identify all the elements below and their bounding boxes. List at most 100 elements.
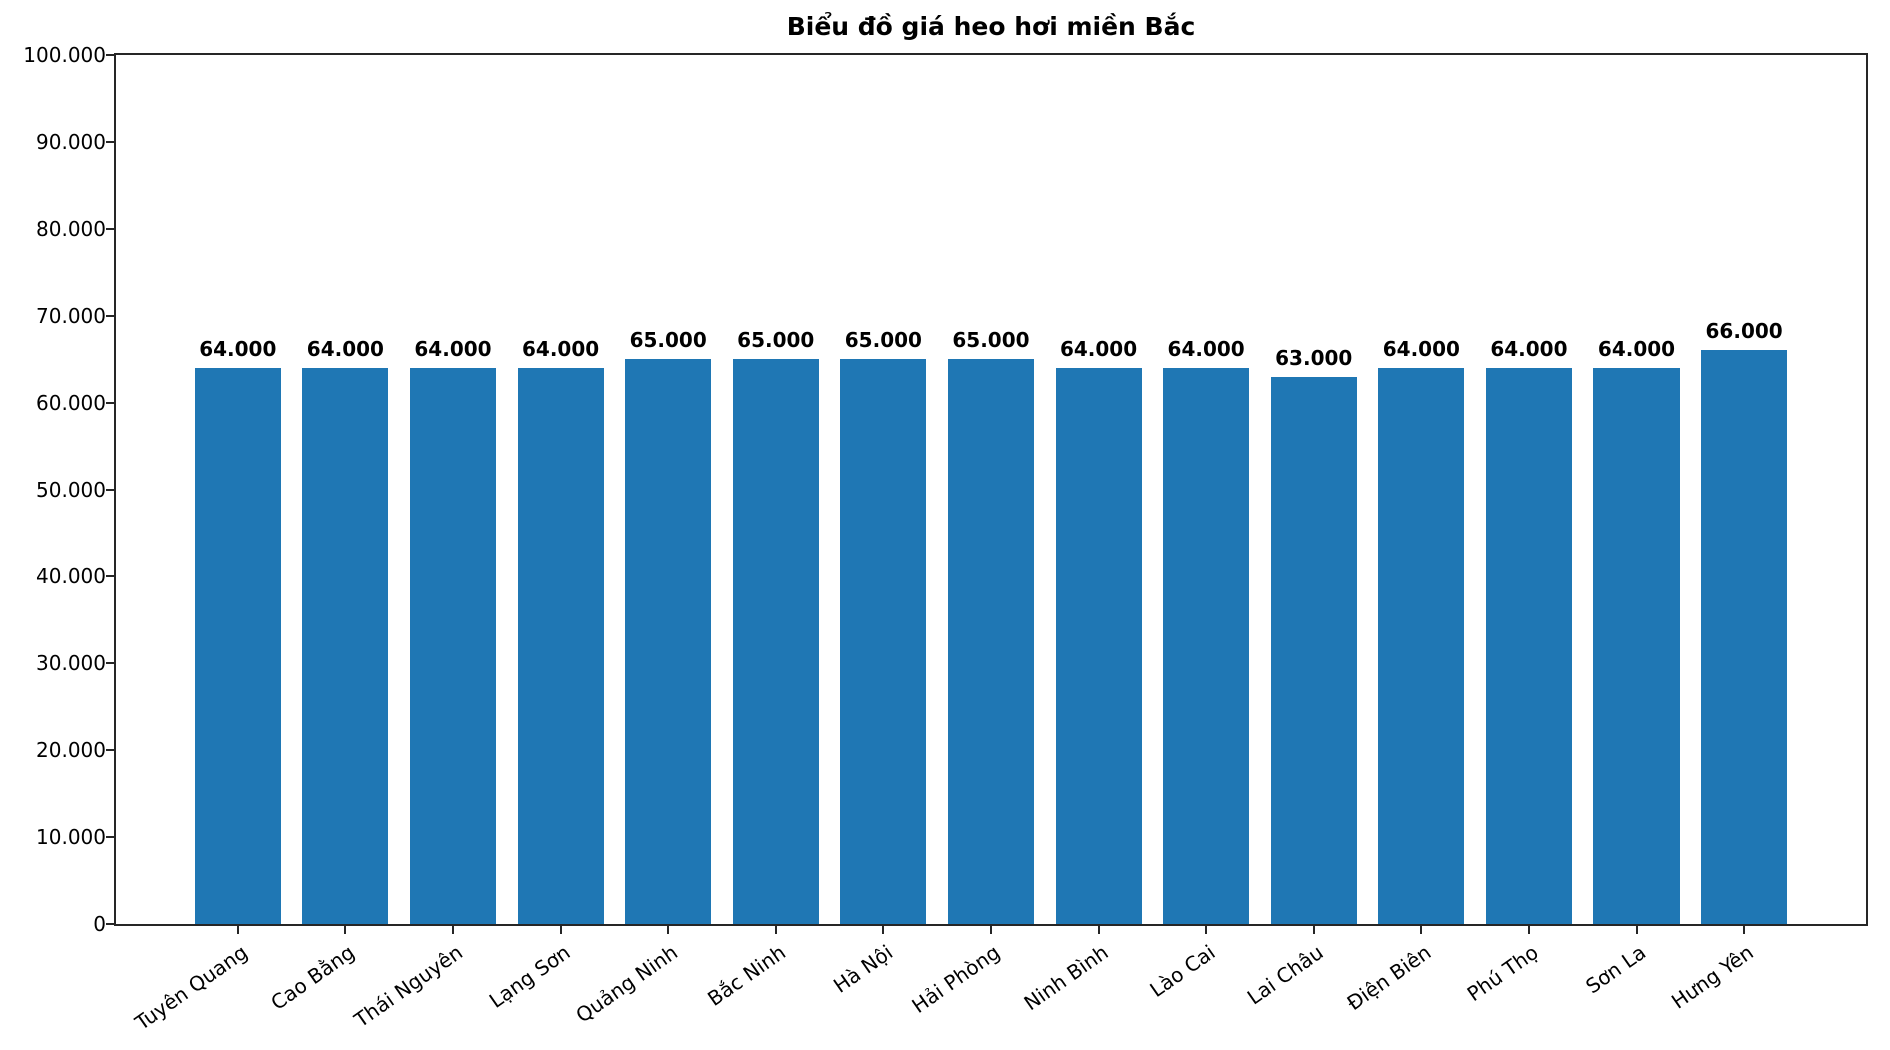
y-tick-label: 50.000 <box>36 477 106 502</box>
bar-slot: 64.000 Tuyên Quang <box>130 55 292 1035</box>
bar-slot: 66.000 Hưng Yên <box>1667 55 1798 1014</box>
y-tick-label: 0 <box>93 912 106 936</box>
bar <box>409 367 497 924</box>
bar <box>194 367 281 924</box>
x-tick-mark <box>1743 924 1746 934</box>
bar-slot: 64.000 Thái Nguyên <box>350 55 507 1032</box>
y-tick-mark <box>106 836 114 839</box>
x-tick-mark <box>236 924 239 934</box>
bar-value-label: 64.000 <box>414 336 492 361</box>
bar-slot: 64.000 Ninh Bình <box>1019 55 1153 1015</box>
y-tick-label: 80.000 <box>36 216 106 241</box>
bar-value-label: 65.000 <box>629 328 707 353</box>
x-tick-label: Tuyên Quang <box>130 940 252 1035</box>
y-tick-label: 40.000 <box>36 564 106 589</box>
bar-value-label: 64.000 <box>1167 336 1245 361</box>
y-tick-mark <box>106 749 114 752</box>
plot-area: 64.000 Tuyên Quang 64.000 Cao Bằng 64.000 Thá… <box>23 43 1868 1035</box>
bar-value-label: 64.000 <box>521 336 600 361</box>
x-tick-label: Hải Phòng <box>907 940 1005 1018</box>
x-tick-mark <box>882 924 885 934</box>
x-tick-label: Điện Biên <box>1342 940 1436 1016</box>
x-tick-label: Ninh Bình <box>1019 940 1113 1016</box>
bar <box>1485 367 1572 924</box>
bar-slot: 64.000 Cao Bằng <box>267 55 400 1015</box>
bar-value-label: 63.000 <box>1275 345 1353 370</box>
y-tick-mark <box>106 662 114 665</box>
bar <box>517 367 604 924</box>
bar-slot: 63.000 Lai Châu <box>1243 55 1368 1009</box>
x-tick-label: Sơn La <box>1581 940 1651 999</box>
y-tick-label: 20.000 <box>36 738 106 763</box>
x-tick-mark <box>774 924 777 934</box>
bar-slot: 64.000 Lào Cai <box>1146 55 1260 1002</box>
bar <box>1055 367 1142 924</box>
x-tick-mark <box>1312 924 1315 934</box>
x-tick-label: Bắc Ninh <box>702 940 790 1011</box>
x-tick-label: Thái Nguyên <box>349 940 467 1033</box>
x-tick-mark <box>1527 924 1530 934</box>
bar-slot: 65.000 Hà Nội <box>829 55 938 998</box>
bar <box>1378 367 1465 924</box>
y-tick-mark <box>106 575 114 578</box>
x-tick-mark <box>1097 924 1100 934</box>
bar <box>947 359 1034 924</box>
x-tick-mark <box>451 924 454 934</box>
bar-value-label: 64.000 <box>199 336 277 361</box>
x-tick-label: Lào Cai <box>1145 940 1220 1002</box>
y-tick-mark <box>106 488 114 491</box>
x-tick-label: Phú Thọ <box>1462 940 1543 1007</box>
bar <box>1701 350 1788 924</box>
bar <box>302 367 389 924</box>
x-tick-label: Cao Bằng <box>266 940 360 1015</box>
x-tick-mark <box>1635 924 1638 934</box>
y-tick-label: 60.000 <box>36 390 106 415</box>
bar-value-label: 64.000 <box>1382 336 1460 361</box>
bar-slot: 64.000 Lạng Sơn <box>485 55 615 1013</box>
bars-container: 64.000 Tuyên Quang 64.000 Cao Bằng 64.000 Thá… <box>116 55 1866 1035</box>
bar-slot: 65.000 Hải Phòng <box>908 55 1045 1018</box>
bar-slot: 64.000 Điện Biên <box>1342 55 1476 1015</box>
bar-value-label: 64.000 <box>1059 336 1138 361</box>
y-tick-label: 10.000 <box>36 825 106 850</box>
x-tick-label: Hà Nội <box>828 940 898 998</box>
bar <box>1270 376 1357 924</box>
x-tick-label: Lai Châu <box>1242 940 1328 1010</box>
bar-value-label: 66.000 <box>1705 319 1783 344</box>
y-tick-mark <box>106 314 114 317</box>
y-tick-label: 90.000 <box>36 129 106 154</box>
x-tick-mark <box>1205 924 1208 934</box>
x-tick-label: Hưng Yên <box>1667 940 1758 1014</box>
chart-title: Biểu đồ giá heo hơi miền Bắc <box>786 12 1196 41</box>
bar-slot: 65.000 Quảng Ninh <box>571 55 722 1028</box>
x-tick-mark <box>667 924 670 934</box>
bar-slot: 65.000 Bắc Ninh <box>703 55 830 1011</box>
y-tick-label: 70.000 <box>36 303 106 328</box>
bar-value-label: 64.000 <box>1597 336 1676 361</box>
bar-value-label: 65.000 <box>952 328 1030 353</box>
bar-value-label: 65.000 <box>844 328 922 353</box>
x-tick-label: Lạng Sơn <box>484 940 575 1013</box>
bar-value-label: 64.000 <box>1490 336 1568 361</box>
y-tick-mark <box>106 227 114 230</box>
bar-slot: 64.000 Phú Thọ <box>1463 55 1583 1006</box>
y-tick-label: 30.000 <box>36 651 106 676</box>
bar-slot: 64.000 Sơn La <box>1581 55 1691 998</box>
bar <box>840 359 927 924</box>
y-tick-mark <box>106 140 114 143</box>
bar-value-label: 64.000 <box>306 336 384 361</box>
x-tick-mark <box>1420 924 1423 934</box>
bar-value-label: 65.000 <box>737 328 815 353</box>
y-tick-mark <box>106 401 114 404</box>
x-tick-label: Quảng Ninh <box>571 940 682 1028</box>
bar <box>625 359 712 924</box>
bar <box>1163 367 1250 924</box>
bar <box>732 359 819 924</box>
y-tick-label: 100.000 <box>23 43 106 67</box>
y-tick-mark <box>106 54 114 56</box>
bar <box>1593 367 1680 924</box>
x-tick-mark <box>344 924 347 934</box>
x-tick-mark <box>989 924 992 934</box>
y-tick-mark <box>106 923 114 925</box>
